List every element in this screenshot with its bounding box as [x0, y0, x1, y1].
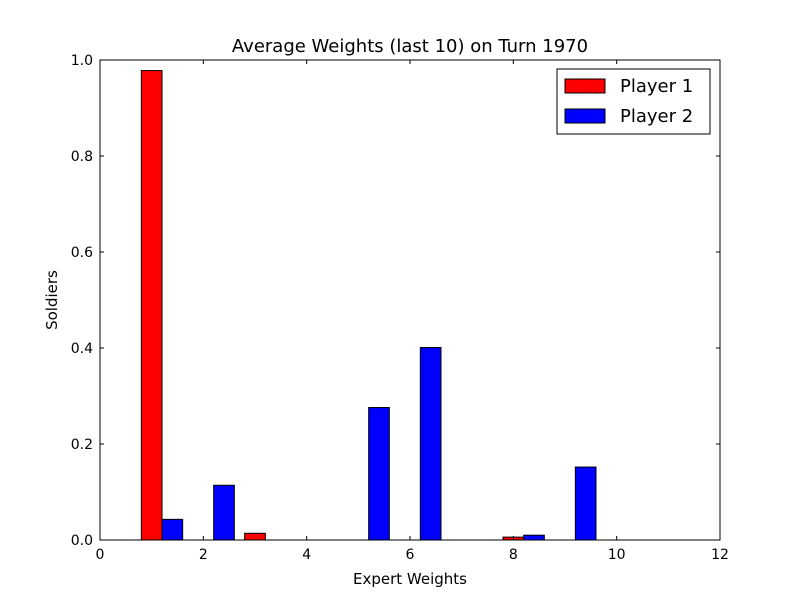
x-tick-label: 0	[96, 547, 105, 563]
y-tick-label: 0.2	[71, 437, 93, 453]
bar-series2-8	[523, 534, 545, 541]
bar-series1-3	[244, 532, 266, 541]
bar-series1-1	[140, 70, 163, 541]
y-tick-label: 0.6	[71, 245, 93, 261]
chart-title: Average Weights (last 10) on Turn 1970	[232, 36, 588, 57]
x-axis-label: Expert Weights	[353, 570, 467, 588]
bar-series2-6	[419, 347, 442, 541]
x-tick-label: 4	[302, 547, 311, 563]
bars-group	[140, 70, 597, 541]
bar-series2-1	[161, 518, 184, 541]
x-tick-label: 8	[509, 547, 518, 563]
x-tick-label: 6	[406, 547, 415, 563]
bar-series2-2	[213, 484, 235, 541]
y-tick-label: 1.0	[71, 53, 93, 69]
legend-label: Player 2	[620, 106, 693, 127]
legend-swatch	[564, 108, 606, 124]
x-tick-label: 12	[711, 547, 729, 563]
bar-series2-9	[574, 466, 597, 541]
x-tick-label: 2	[199, 547, 208, 563]
ticks-group: 0 2 4 6 8 10 12 0.0 0.2 0.4 0.6 0.8 1.0	[71, 53, 729, 563]
y-tick-label: 0.4	[71, 341, 93, 357]
y-tick-label: 0.8	[71, 149, 93, 165]
x-tick-label: 10	[608, 547, 626, 563]
bar-series2-5	[368, 407, 390, 541]
legend: Player 1 Player 2	[556, 68, 711, 135]
y-axis-label: Soldiers	[43, 270, 61, 330]
legend-label: Player 1	[620, 76, 693, 97]
legend-swatch	[564, 78, 606, 94]
y-tick-label: 0.0	[71, 533, 93, 549]
